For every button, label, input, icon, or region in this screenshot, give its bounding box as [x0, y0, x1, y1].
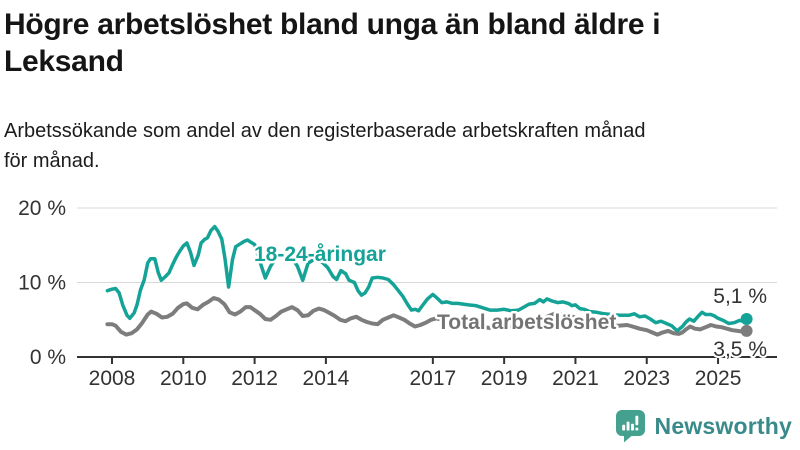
x-axis-tick-label: 2025	[695, 367, 742, 390]
newsworthy-logo-icon	[615, 410, 645, 443]
x-axis-tick-label: 2019	[481, 367, 528, 390]
x-axis-tick-label: 2021	[552, 367, 599, 390]
series-line-youth	[105, 224, 749, 333]
series-label-total: Total arbetslöshet	[437, 311, 616, 334]
newsworthy-logo[interactable]: Newsworthy	[615, 409, 792, 443]
series-end-dot-total	[740, 324, 753, 337]
series-label-youth: 18-24-åringar	[254, 243, 386, 266]
chart-subtitle-line2: för månad.	[4, 150, 100, 172]
x-axis-tick-label: 2012	[231, 367, 278, 390]
chart-subtitle-line1: Arbetssökande som andel av den registerb…	[4, 120, 646, 142]
newsworthy-logo-text: Newsworthy	[654, 412, 792, 439]
x-axis-tick-label: 2023	[623, 367, 670, 390]
series-end-value-total: 3,5 %	[713, 338, 767, 361]
chart-subtitle: Arbetssökande som andel av den registerb…	[4, 116, 790, 176]
series-line-total	[105, 296, 749, 337]
x-axis-tick-label: 2008	[89, 367, 136, 390]
y-axis-tick-label: 10 %	[18, 272, 66, 295]
y-axis-tick-label: 20 %	[18, 197, 66, 220]
series-end-dot-youth	[740, 313, 753, 325]
y-axis-tick-label: 0 %	[30, 346, 66, 369]
page-title-line1: Högre arbetslöshet bland unga än bland ä…	[4, 8, 661, 41]
x-axis-tick-label: 2014	[303, 367, 350, 390]
page-title-line2: Leksand	[4, 45, 124, 78]
x-axis-tick-label: 2017	[409, 367, 456, 390]
page-title: Högre arbetslöshet bland unga än bland ä…	[4, 6, 790, 80]
series-end-value-youth: 5,1 %	[713, 285, 767, 308]
x-axis-tick-label: 2010	[160, 367, 207, 390]
